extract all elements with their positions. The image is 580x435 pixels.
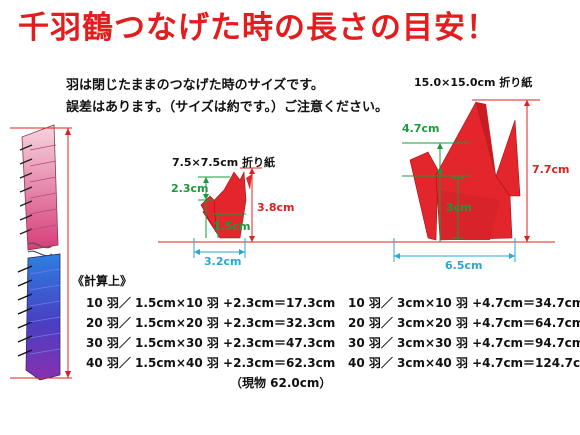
small-paper-label: 7.5×7.5cm 折り紙 [172,156,276,169]
crane-string-illustration [10,124,72,381]
small-crane-illustration [193,167,262,258]
small-neck-height-label: 2.3cm [171,182,209,195]
calc-right-row: 40 羽／ 3cm×40 羽 +4.7cm＝124.7cm [348,356,580,370]
large-total-height-label: 7.7cm [532,163,570,176]
small-total-height-label: 3.8cm [257,201,295,214]
calc-left-row: 20 羽／ 1.5cm×20 羽 +2.3cm＝32.3cm [86,316,336,330]
calc-right-row: 10 羽／ 3cm×10 羽 +4.7cm＝34.7cm [348,296,580,310]
calc-left-row: 40 羽／ 1.5cm×40 羽 +2.3cm＝62.3cm [86,356,336,370]
calc-heading: 《計算上》 [72,274,133,288]
calc-right-row: 20 羽／ 3cm×20 羽 +4.7cm＝64.7cm [348,316,580,330]
small-width-label: 3.2cm [204,255,242,268]
large-body-height-label: 3cm [446,201,472,214]
large-crane-illustration [393,99,540,262]
calc-right-row: 30 羽／ 3cm×30 羽 +4.7cm＝94.7cm [348,336,580,350]
large-paper-label: 15.0×15.0cm 折り紙 [414,76,533,89]
calc-left-row: 10 羽／ 1.5cm×10 羽 +2.3cm＝17.3cm [86,296,336,310]
calc-left-row: 30 羽／ 1.5cm×30 羽 +2.3cm＝47.3cm [86,336,336,350]
large-neck-height-label: 4.7cm [402,122,440,135]
page-title: 千羽鶴つなげた時の長さの目安！ [18,10,498,46]
small-body-height-label: 1.5cm [213,220,251,233]
note-line-1: 羽は閉じたままのつなげた時のサイズです。 [66,78,324,93]
large-width-label: 6.5cm [445,259,483,272]
note-line-2: 誤差はあります。（サイズは約です。）ご注意ください。 [66,100,389,115]
calc-actual-note: （現物 62.0cm） [230,376,332,390]
